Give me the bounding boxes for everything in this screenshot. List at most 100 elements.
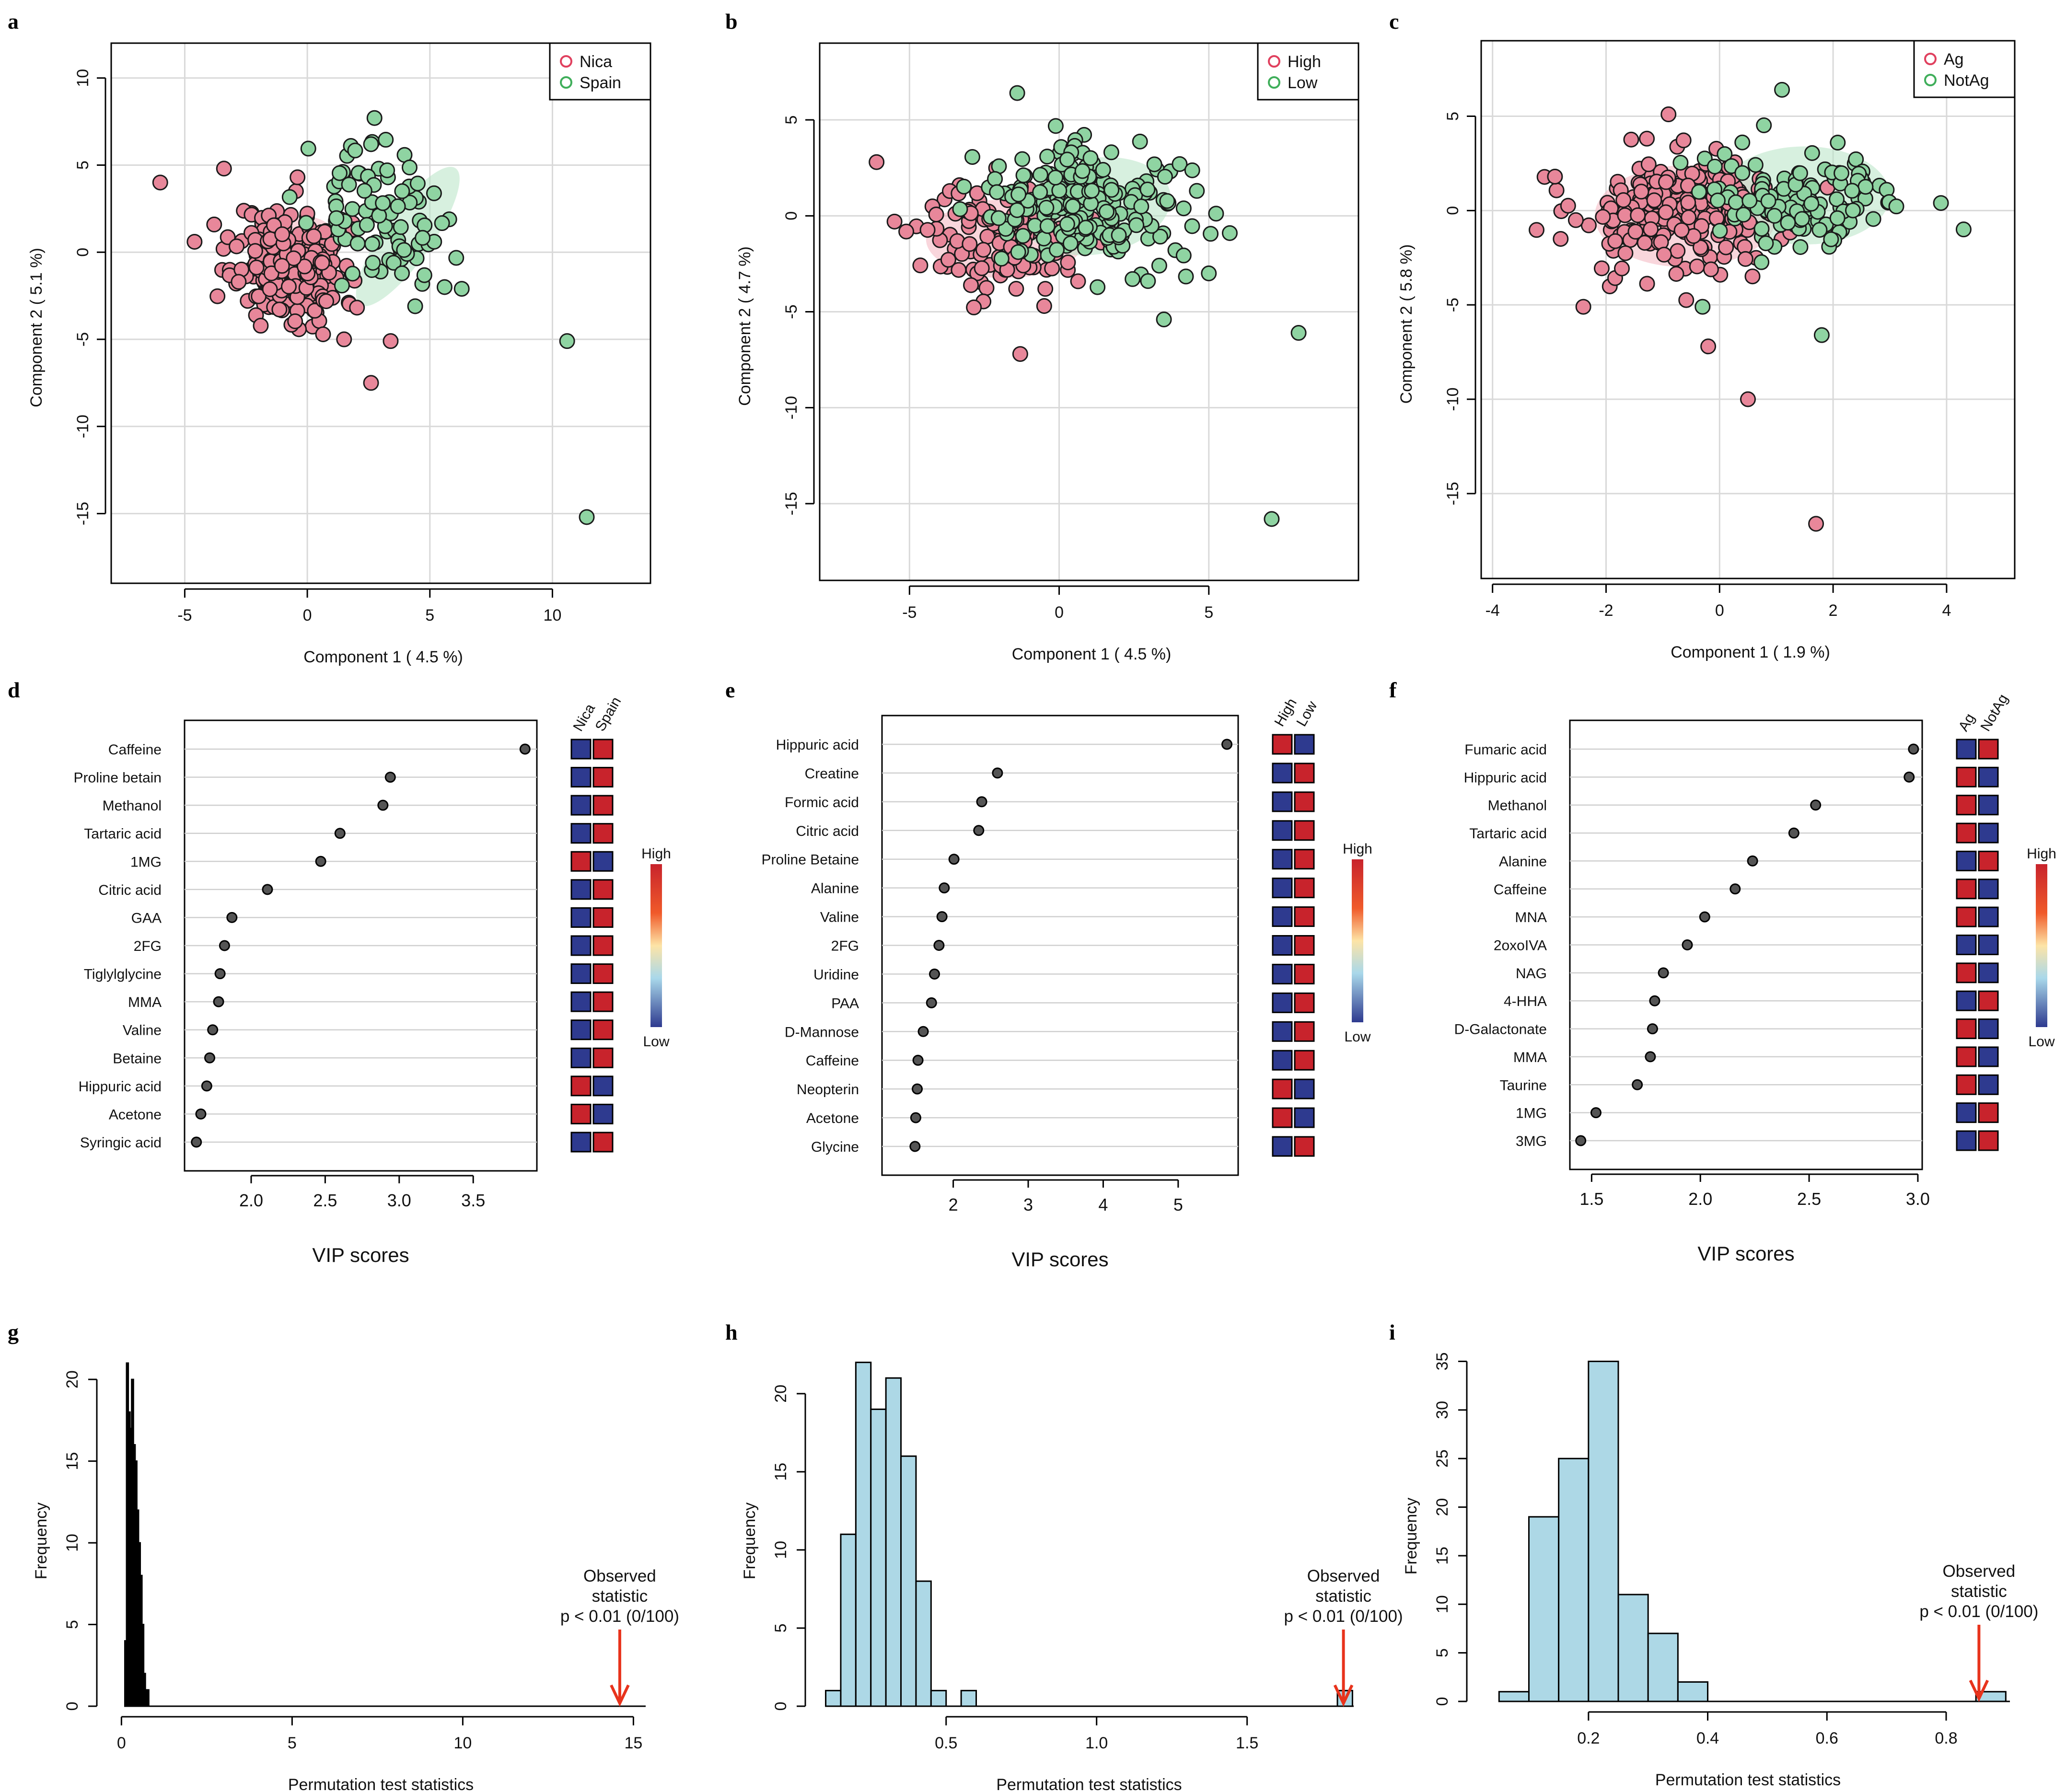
heat-cell bbox=[1956, 879, 1977, 900]
point-notag bbox=[1813, 327, 1830, 343]
point-notag bbox=[1695, 299, 1711, 315]
point-nica bbox=[318, 293, 335, 309]
point-notag bbox=[1717, 146, 1733, 162]
x-tick-label: 1.5 bbox=[1236, 1734, 1258, 1752]
point-spain bbox=[375, 195, 391, 211]
point-spain bbox=[363, 136, 379, 152]
feature-label: Syringic acid bbox=[80, 1135, 162, 1151]
point-ag bbox=[1637, 235, 1653, 251]
vip-point bbox=[992, 767, 1003, 779]
feature-label: Fumaric acid bbox=[1464, 742, 1547, 758]
panel-letter-g: g bbox=[8, 1320, 19, 1344]
y-axis: -15 -10 -5 0 5 bbox=[1444, 112, 1476, 505]
heat-cell bbox=[1294, 992, 1315, 1013]
y-tick-label: 5 bbox=[772, 1623, 790, 1632]
x-tick-label: 2.5 bbox=[1797, 1189, 1821, 1209]
point-ag bbox=[1668, 266, 1684, 282]
y-tick-label: 35 bbox=[1433, 1353, 1451, 1371]
point-high bbox=[940, 252, 956, 268]
point-notag bbox=[1734, 165, 1751, 181]
vip-point bbox=[909, 1141, 921, 1152]
feature-label: MMA bbox=[1513, 1050, 1547, 1065]
legend: Nica Spain bbox=[549, 42, 651, 101]
point-notag bbox=[1774, 81, 1790, 98]
feature-label: Citric acid bbox=[98, 882, 162, 898]
observed-arrow-head bbox=[1969, 1679, 1989, 1702]
histogram-bar bbox=[1677, 1681, 1709, 1702]
point-notag bbox=[1865, 211, 1881, 227]
color-scale-low-label: Low bbox=[2028, 1034, 2054, 1050]
point-notag bbox=[1811, 222, 1828, 238]
point-low bbox=[1099, 204, 1115, 220]
point-ag bbox=[1673, 222, 1690, 238]
x-tick-label: 5 bbox=[425, 606, 434, 624]
heat-cell bbox=[570, 851, 592, 872]
point-spain bbox=[579, 509, 595, 525]
point-nica bbox=[315, 326, 331, 342]
heat-cell bbox=[592, 739, 614, 760]
histogram-bar bbox=[1617, 1594, 1649, 1702]
point-spain bbox=[356, 183, 372, 199]
vip-point bbox=[1788, 827, 1799, 839]
vip-point bbox=[1647, 1023, 1658, 1035]
y-tick-label: 10 bbox=[63, 1534, 81, 1552]
point-low bbox=[1151, 257, 1167, 274]
y-axis-title: Component 2 ( 5.1 %) bbox=[27, 248, 46, 407]
point-ag bbox=[1639, 276, 1655, 292]
heat-cell bbox=[1956, 1046, 1977, 1067]
y-tick-label: 10 bbox=[772, 1541, 790, 1559]
point-spain bbox=[416, 267, 432, 283]
legend-box bbox=[1257, 42, 1359, 101]
heat-cell bbox=[1978, 1102, 1999, 1123]
observed-label: p < 0.01 (0/100) bbox=[560, 1607, 679, 1626]
vip-point bbox=[377, 799, 389, 811]
point-notag bbox=[1792, 239, 1809, 255]
color-scale-high-label: High bbox=[641, 846, 671, 862]
point-notag bbox=[1712, 222, 1728, 239]
point-nica bbox=[274, 258, 290, 274]
point-spain bbox=[401, 159, 418, 175]
point-ag bbox=[1593, 260, 1610, 277]
feature-label: 1MG bbox=[1516, 1106, 1547, 1121]
point-ag bbox=[1567, 212, 1584, 228]
heat-cell bbox=[1978, 906, 1999, 927]
y-tick-label: -5 bbox=[74, 332, 92, 347]
panel-letters: a b c d e f g h i bbox=[8, 9, 1399, 1344]
point-low bbox=[1178, 268, 1194, 285]
x-tick-label: 0 bbox=[117, 1734, 126, 1752]
point-ag bbox=[1580, 217, 1597, 233]
x-axis: 2.0 2.5 3.0 3.5 bbox=[239, 1175, 485, 1210]
point-low bbox=[1140, 273, 1156, 289]
x-tick-label: 0 bbox=[1055, 603, 1064, 622]
panel-letter-i: i bbox=[1389, 1320, 1395, 1344]
heat-cell bbox=[1272, 734, 1293, 755]
point-nica bbox=[186, 233, 203, 250]
heat-cell bbox=[1956, 766, 1977, 787]
heat-cell bbox=[1956, 1102, 1977, 1123]
x-tick-label: 15 bbox=[624, 1734, 642, 1752]
point-ag bbox=[1643, 221, 1659, 237]
histogram-bar bbox=[840, 1533, 857, 1707]
point-high bbox=[919, 222, 936, 238]
point-low bbox=[1152, 229, 1168, 245]
point-nica bbox=[314, 254, 330, 271]
point-ag bbox=[1607, 233, 1624, 249]
feature-label: GAA bbox=[131, 910, 162, 926]
point-ag bbox=[1613, 260, 1630, 277]
heat-cell bbox=[570, 991, 592, 1012]
heat-cell bbox=[1294, 1050, 1315, 1071]
point-high bbox=[978, 280, 995, 296]
color-scale-low-label: Low bbox=[1344, 1029, 1370, 1045]
panel-letter-e: e bbox=[725, 678, 735, 702]
heat-cell bbox=[1294, 935, 1315, 956]
heat-cell bbox=[1956, 739, 1977, 760]
point-low bbox=[1010, 244, 1026, 260]
point-spain bbox=[281, 189, 298, 205]
histogram-bar bbox=[1498, 1691, 1530, 1702]
point-high bbox=[951, 262, 967, 278]
observed-label: statistic bbox=[1951, 1582, 2007, 1601]
point-low bbox=[1062, 235, 1079, 252]
point-nica bbox=[206, 216, 222, 232]
feature-label: Formic acid bbox=[785, 795, 859, 810]
